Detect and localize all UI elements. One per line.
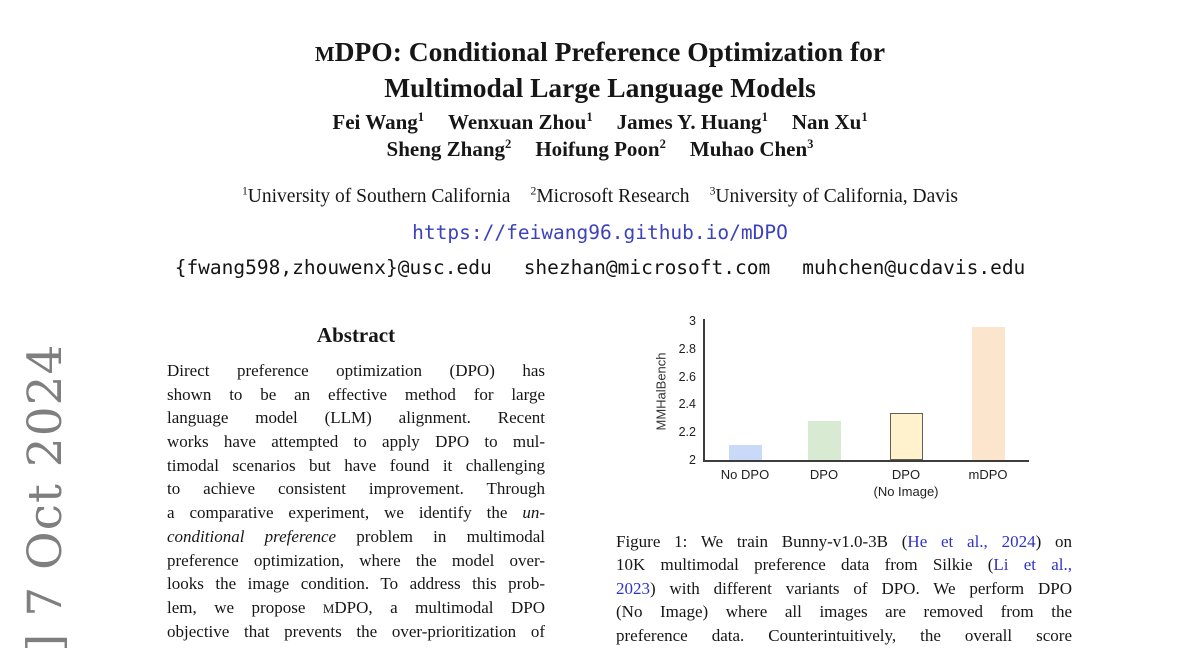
y-tick-label: 3 [689, 314, 696, 328]
text-segment: DPO: Conditional Preference Optimization… [334, 36, 886, 67]
x-axis-line [703, 460, 1029, 462]
text-segment: looks the image condition. To address th… [167, 574, 545, 594]
text-segment: to achieve consistent improvement. Throu… [167, 479, 545, 499]
abstract-body: Direct preference optimization (DPO) has… [167, 359, 545, 643]
arxiv-watermark: ] 7 Oct 2024 [18, 343, 73, 648]
text-line: preference optimization, where the model… [167, 549, 545, 573]
text-segment: timodal scenarios but have found it chal… [167, 455, 545, 475]
affiliation: 1University of Southern California [241, 184, 511, 207]
title-line-2: Multimodal Large Language Models [0, 71, 1200, 104]
text-segment: preference data. Counterintuitively, the… [616, 625, 1072, 645]
author-name: James Y. Huang1 [616, 110, 768, 134]
text-line: Direct preference optimization (DPO) has [167, 359, 545, 383]
bar-no-dpo [728, 444, 762, 460]
paper-url-link[interactable]: https://feiwang96.github.io/mDPO [412, 221, 788, 244]
text-line: objective that prevents the over-priorit… [167, 620, 545, 644]
text-segment: shown to be an effective method for larg… [167, 384, 545, 404]
citation-link[interactable]: He et al., 2024 [907, 532, 1036, 551]
text-segment: M [314, 42, 335, 66]
author-name: Nan Xu1 [791, 110, 868, 134]
text-segment: objective that prevents the over-priorit… [167, 621, 545, 641]
email-address: muhchen@ucdavis.edu [802, 256, 1026, 279]
text-segment: problem in multimodal [336, 526, 545, 546]
figure1-bar-chart: MMHalBench 3 2.8 2.6 2.4 2.2 2 No DPO DPO DPO (No… [640, 310, 1052, 518]
email-address: {fwang598,zhouwenx}@usc.edu [174, 256, 492, 279]
text-segment: lem, we propose [167, 597, 323, 617]
x-tick-label-line: DPO [891, 467, 921, 482]
bar-dpo-no-image- [889, 412, 923, 460]
text-segment: works have attempted to apply DPO to mul… [167, 432, 545, 452]
text-segment: Figure 1: We train Bunny-v1.0-3B ( [616, 532, 908, 551]
title-line-1: MDPO: Conditional Preference Optimizatio… [0, 35, 1200, 71]
text-line: lem, we propose MDPO, a multimodal DPO [167, 596, 545, 620]
y-axis-line [703, 319, 705, 462]
figure-caption: Figure 1: We train Bunny-v1.0-3B (He et … [616, 530, 1072, 647]
text-line: preference data. Counterintuitively, the… [616, 624, 1072, 647]
author-name: Fei Wang1 [332, 110, 425, 134]
text-segment: ) with different variants of DPO. We per… [650, 578, 1072, 598]
text-line: shown to be an effective method for larg… [167, 383, 545, 407]
y-tick-label: 2.4 [678, 397, 696, 412]
abstract-heading: Abstract [316, 323, 396, 347]
text-segment: a comparative experiment, we identify th… [167, 503, 523, 523]
affiliation: 2Microsoft Research [530, 184, 690, 207]
text-line: conditional preference problem in multim… [167, 525, 545, 549]
x-tick-label-line: mDPO [968, 467, 1008, 482]
text-line: Figure 1: We train Bunny-v1.0-3B (He et … [616, 530, 1072, 553]
x-tick-label: DPO (No Image) [856, 466, 956, 500]
email-address: shezhan@microsoft.com [523, 256, 771, 279]
text-line: a comparative experiment, we identify th… [167, 501, 545, 525]
text-line: 2023) with different variants of DPO. We… [616, 577, 1072, 600]
text-segment: (No Image) where all images are removed … [616, 602, 1072, 622]
text-line: language model (LLM) alignment. Recent [167, 406, 545, 430]
text-line: to achieve consistent improvement. Throu… [167, 477, 545, 501]
text-line: (No Image) where all images are removed … [616, 600, 1072, 623]
x-tick-label: mDPO [938, 466, 1038, 483]
text-segment: Direct preference optimization (DPO) has [167, 361, 545, 380]
text-segment: M [322, 600, 335, 616]
y-tick-label: 2.8 [678, 341, 696, 356]
text-segment: preference optimization, where the model… [167, 550, 545, 570]
affiliations: 1University of Southern California 2Micro… [0, 184, 1200, 208]
author-name: Hoifung Poon2 [535, 137, 666, 161]
text-segment: language model (LLM) alignment. Recent [167, 408, 545, 428]
paper-title: MDPO: Conditional Preference Optimizatio… [0, 35, 1200, 104]
y-tick-label: 2.6 [678, 369, 696, 384]
bar-mdpo [971, 326, 1005, 460]
text-line: 10K multimodal preference data from Silk… [616, 553, 1072, 576]
x-tick-label-line: DPO [809, 467, 839, 482]
text-segment: ) on [1035, 532, 1073, 551]
y-tick-label: 2 [689, 453, 696, 467]
citation-link[interactable]: 2023 [616, 578, 650, 598]
author-name: Wenxuan Zhou1 [448, 110, 593, 134]
x-tick-label-line: (No Image) [873, 484, 939, 499]
x-tick-label: No DPO [695, 466, 795, 483]
authors-row-2: Sheng Zhang2 Hoifung Poon2 Muhao Chen3 [0, 136, 1200, 163]
y-tick-label: 2.2 [678, 425, 696, 440]
x-tick-label: DPO [774, 466, 874, 483]
paper-url-row: https://feiwang96.github.io/mDPO [0, 221, 1200, 244]
author-name: Sheng Zhang2 [386, 137, 512, 161]
text-segment: un- [522, 503, 545, 523]
text-segment: conditional preference [167, 526, 337, 546]
bar-dpo [807, 421, 841, 460]
text-line: works have attempted to apply DPO to mul… [167, 430, 545, 454]
affiliation: 3University of California, Davis [709, 184, 959, 207]
text-segment: Multimodal Large Language Models [384, 72, 816, 103]
emails-row: {fwang598,zhouwenx}@usc.edu shezhan@micro… [0, 256, 1200, 279]
author-name: Muhao Chen3 [689, 137, 814, 161]
text-segment: 10K multimodal preference data from Silk… [616, 555, 994, 575]
citation-link[interactable]: Li et al., [993, 555, 1072, 575]
text-line: looks the image condition. To address th… [167, 572, 545, 596]
authors-row-1: Fei Wang1 Wenxuan Zhou1 James Y. Huang1 Nan… [0, 109, 1200, 136]
text-line: timodal scenarios but have found it chal… [167, 454, 545, 478]
x-tick-label-line: No DPO [720, 467, 770, 482]
y-axis-label: MMHalBench [653, 352, 669, 431]
text-segment: DPO, a multimodal DPO [334, 597, 546, 617]
author-list: Fei Wang1 Wenxuan Zhou1 James Y. Huang1 Nan… [0, 109, 1200, 163]
